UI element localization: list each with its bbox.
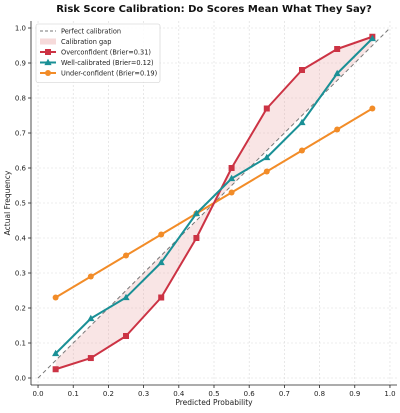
- data-point: [122, 293, 130, 301]
- axes: 0.0 0.1 0.2 0.3 0.4 0.5 0.6 0.7 0.8 0.9 1.0 0.0 0.1 0…: [15, 21, 397, 398]
- legend-swatch-marker: [44, 58, 52, 66]
- data-point: [298, 147, 305, 154]
- data-point: [158, 294, 165, 301]
- legend-label: Under-confident (Brier=0.19): [61, 69, 157, 77]
- legend-label: Well-calibrated (Brier=0.12): [61, 59, 154, 67]
- y-tick-label: 0.3: [15, 270, 26, 278]
- x-tick-label: 0.9: [349, 390, 360, 398]
- data-point: [333, 69, 341, 77]
- chart-title: Risk Score Calibration: Do Scores Mean W…: [56, 4, 372, 15]
- x-tick-label: 0.0: [32, 390, 43, 398]
- data-point: [263, 168, 270, 175]
- data-point: [369, 105, 376, 112]
- data-point: [192, 209, 201, 217]
- data-point: [298, 67, 305, 73]
- y-tick-label: 1.0: [15, 25, 26, 33]
- series-group: [52, 33, 376, 373]
- y-tick-label: 0.4: [15, 235, 27, 243]
- data-point: [158, 231, 165, 238]
- data-point: [193, 235, 200, 241]
- x-tick-label: 0.4: [173, 390, 185, 398]
- legend: Perfect calibration Calibration gap Overco…: [35, 23, 161, 83]
- legend-swatch-marker: [45, 70, 51, 76]
- legend-box: [35, 23, 161, 83]
- data-point: [227, 174, 236, 182]
- y-axis-label: Actual Frequency: [3, 170, 12, 235]
- x-tick-label: 0.1: [68, 390, 79, 398]
- x-tick-label: 0.5: [208, 390, 219, 398]
- x-tick-label: 0.7: [279, 390, 290, 398]
- y-tick-label: 0.5: [15, 200, 26, 208]
- series-line: [55, 35, 373, 371]
- legend-label: Overconfident (Brier=0.31): [61, 48, 151, 56]
- y-tick-label: 0.8: [15, 95, 26, 103]
- series-line: [54, 37, 374, 355]
- data-point: [52, 294, 59, 301]
- data-point: [87, 355, 94, 362]
- x-tick-label: 0.3: [138, 390, 149, 398]
- data-point: [334, 46, 341, 52]
- data-point: [87, 273, 94, 280]
- data-point: [228, 165, 235, 171]
- data-point: [228, 189, 235, 196]
- data-point: [263, 105, 270, 112]
- x-tick-label: 0.6: [244, 390, 256, 398]
- data-point: [157, 258, 165, 266]
- y-tick-label: 0.6: [15, 165, 27, 173]
- legend-label: Calibration gap: [61, 38, 111, 46]
- data-point: [298, 118, 306, 126]
- data-point: [368, 34, 376, 42]
- data-point: [123, 333, 130, 339]
- y-tick-label: 0.0: [15, 375, 26, 383]
- data-point: [87, 314, 95, 322]
- x-axis-label: Predicted Probability: [175, 398, 253, 407]
- y-tick-label: 0.2: [15, 305, 26, 313]
- legend-swatch-gap: [40, 38, 56, 45]
- y-tick-label: 0.1: [15, 340, 26, 348]
- data-point: [334, 126, 341, 133]
- x-tick-label: 1.0: [384, 390, 395, 398]
- data-point: [52, 366, 59, 373]
- data-point: [263, 153, 271, 161]
- legend-swatch-marker: [45, 49, 51, 55]
- x-tick-label: 0.8: [314, 390, 325, 398]
- x-tick-label: 0.2: [103, 390, 114, 398]
- series-triangle: [52, 34, 376, 357]
- data-point: [123, 252, 130, 259]
- y-tick-label: 0.7: [15, 130, 26, 138]
- y-tick-label: 0.9: [15, 60, 26, 68]
- data-point: [52, 349, 60, 357]
- legend-label: Perfect calibration: [61, 27, 121, 35]
